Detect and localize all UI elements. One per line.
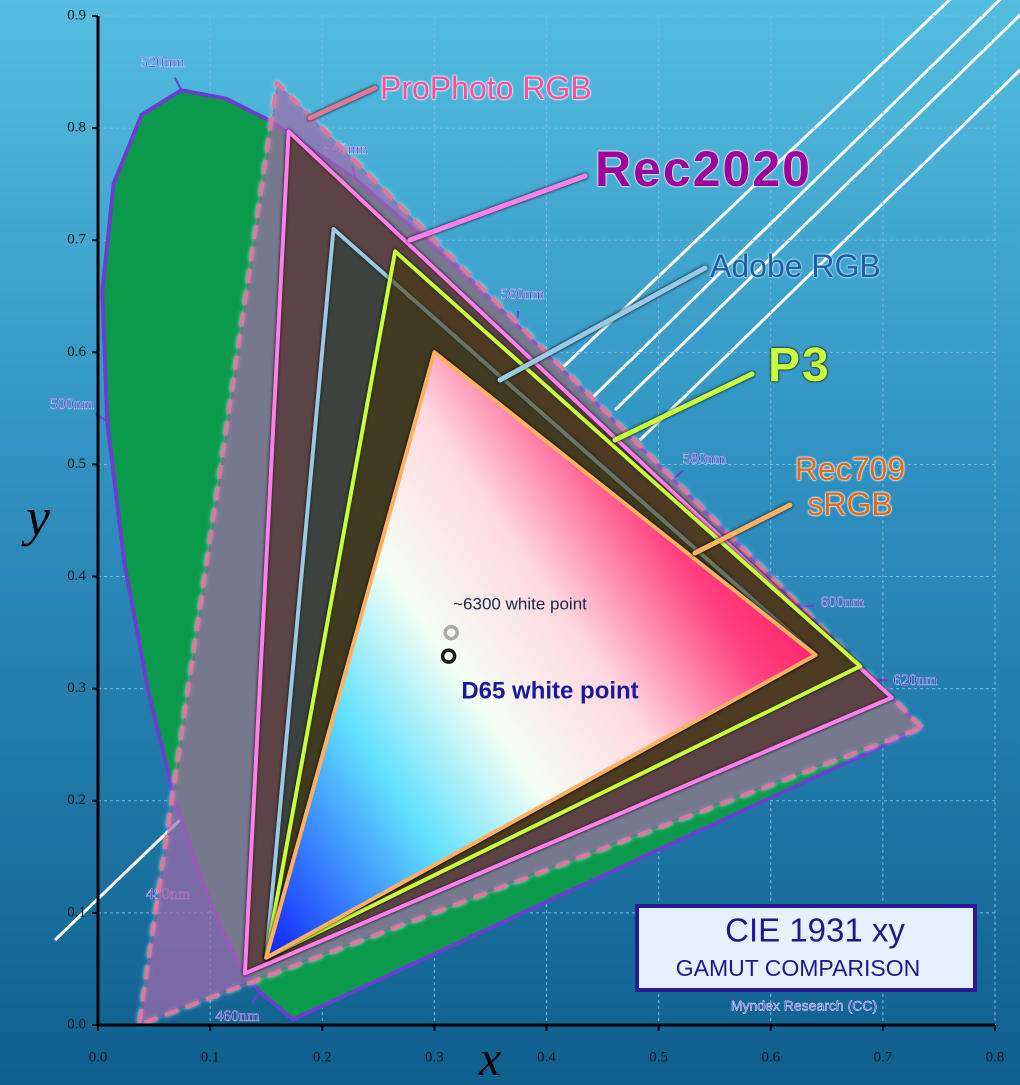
y-tick-label: 0.6 [67, 344, 86, 360]
wavelength-label: 620nm [893, 672, 938, 689]
white-point-label: ~6300 white point [453, 594, 587, 613]
title-box [635, 904, 977, 992]
callout-line [612, 371, 755, 443]
series-label: ProPhoto RGB [380, 70, 592, 106]
y-tick-label: 0.7 [67, 232, 86, 248]
wavelength-label: 500nm [50, 396, 95, 413]
y-tick-label: 0.4 [67, 568, 86, 584]
callout-line [307, 85, 378, 121]
y-axis-label: y [21, 487, 50, 547]
wavelength-label: 520nm [140, 54, 185, 71]
series-label: Rec709 sRGB [794, 451, 906, 523]
wavelength-tick [188, 875, 202, 886]
white-point [440, 648, 457, 664]
callout-line [692, 502, 793, 556]
white-point [443, 624, 459, 641]
series-label: Adobe RGB [710, 248, 881, 284]
wavelength-label: 560nm [500, 286, 545, 303]
decor-lines [53, 0, 1020, 942]
wavelength-label: 600nm [820, 594, 865, 611]
x-tick-label: 0.7 [874, 1049, 893, 1065]
series-label: Rec2020 [595, 141, 812, 197]
x-tick-label: 0.8 [986, 1049, 1005, 1065]
chart-title: CIE 1931 xy [725, 912, 905, 949]
x-tick-label: 0.4 [537, 1049, 556, 1065]
x-tick-label: 0.6 [761, 1049, 780, 1065]
wavelength-tick [251, 991, 261, 1005]
x-tick-label: 0.3 [425, 1049, 444, 1065]
y-tick-label: 0.1 [67, 904, 86, 920]
callout-line [407, 173, 588, 243]
wavelength-tick [351, 165, 357, 180]
y-tick-label: 0.9 [67, 7, 86, 23]
x-tick-label: 0.2 [313, 1049, 332, 1065]
gamut-triangle [264, 350, 818, 960]
wavelength-tick [800, 604, 816, 609]
credit: Myndex Research (CC) [731, 998, 877, 1014]
plot: 460nm480nm500nm520nm540nm560nm580nm600nm… [50, 54, 938, 1027]
x-axis-label: x [478, 1030, 501, 1085]
y-tick-label: 0.5 [67, 456, 86, 472]
y-tick-label: 0.3 [67, 680, 86, 696]
x-tick-label: 0.5 [649, 1049, 668, 1065]
y-tick-label: 0.0 [67, 1016, 86, 1032]
wavelength-tick [671, 469, 684, 481]
y-tick-label: 0.8 [67, 120, 86, 136]
x-tick-label: 0.0 [89, 1049, 108, 1065]
wavelength-label: 460nm [215, 1008, 260, 1025]
axes: 0.0 0.1 0.2 0.3 0.4 0.5 0.6 0.7 0.8 0.0 0.1 0.2 0.3 0… [67, 7, 1004, 1065]
wavelength-tick [174, 77, 183, 91]
y-tick-label: 0.2 [67, 792, 86, 808]
series-label: P3 [768, 339, 831, 392]
callout-line [497, 265, 708, 383]
white-point-label: D65 white point [461, 677, 638, 704]
x-tick-label: 0.1 [201, 1049, 220, 1065]
wavelength-label: 580nm [682, 451, 727, 468]
chart-subtitle: GAMUT COMPARISON [676, 955, 921, 981]
